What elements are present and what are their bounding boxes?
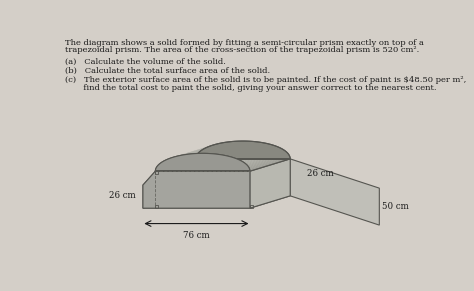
Polygon shape	[209, 141, 251, 154]
Polygon shape	[246, 152, 287, 165]
Text: 50 cm: 50 cm	[383, 202, 409, 211]
Polygon shape	[185, 142, 227, 155]
Polygon shape	[233, 145, 274, 158]
Polygon shape	[143, 196, 290, 208]
Polygon shape	[157, 154, 198, 167]
Polygon shape	[162, 150, 203, 162]
Polygon shape	[168, 146, 210, 159]
Polygon shape	[156, 155, 197, 168]
Polygon shape	[250, 159, 290, 208]
Polygon shape	[155, 159, 290, 171]
Polygon shape	[238, 147, 280, 160]
Text: The diagram shows a solid formed by fitting a semi-circular prism exactly on top: The diagram shows a solid formed by fitt…	[64, 39, 424, 47]
Polygon shape	[236, 146, 277, 159]
Polygon shape	[174, 144, 216, 157]
Polygon shape	[158, 152, 200, 165]
Polygon shape	[200, 141, 242, 153]
Polygon shape	[237, 147, 279, 159]
Text: (a)   Calculate the volume of the solid.: (a) Calculate the volume of the solid.	[64, 58, 226, 66]
Polygon shape	[234, 146, 276, 159]
Polygon shape	[207, 141, 249, 154]
Text: trapezoidal prism. The area of the cross-section of the trapezoidal prism is 520: trapezoidal prism. The area of the cross…	[64, 47, 419, 54]
Polygon shape	[245, 151, 286, 164]
Polygon shape	[178, 143, 220, 156]
Polygon shape	[164, 148, 206, 161]
Polygon shape	[170, 146, 211, 159]
Polygon shape	[177, 143, 219, 156]
Polygon shape	[217, 142, 259, 154]
Polygon shape	[173, 145, 214, 157]
Polygon shape	[231, 145, 273, 157]
Polygon shape	[157, 153, 198, 166]
Polygon shape	[155, 157, 196, 170]
Polygon shape	[187, 142, 229, 154]
Text: (c)   The exterior surface area of the solid is to be painted. If the cost of pa: (c) The exterior surface area of the sol…	[64, 77, 466, 84]
Polygon shape	[250, 157, 290, 170]
Polygon shape	[163, 149, 204, 162]
Polygon shape	[155, 158, 196, 171]
Text: 76 cm: 76 cm	[183, 230, 210, 239]
Polygon shape	[166, 147, 207, 160]
Polygon shape	[182, 143, 224, 155]
Polygon shape	[167, 147, 209, 159]
Polygon shape	[156, 155, 197, 168]
Text: (b)   Calculate the total surface area of the solid.: (b) Calculate the total surface area of …	[64, 67, 270, 75]
Polygon shape	[198, 141, 240, 153]
Polygon shape	[224, 143, 265, 155]
Polygon shape	[175, 144, 217, 157]
Polygon shape	[180, 143, 222, 155]
Polygon shape	[248, 155, 289, 168]
Polygon shape	[250, 157, 290, 171]
Polygon shape	[171, 145, 213, 158]
Polygon shape	[220, 142, 262, 155]
Polygon shape	[196, 141, 238, 154]
Polygon shape	[203, 141, 246, 153]
Polygon shape	[225, 143, 267, 156]
Polygon shape	[196, 141, 290, 159]
Text: 26 cm: 26 cm	[307, 169, 334, 178]
Polygon shape	[239, 148, 281, 161]
Polygon shape	[143, 171, 250, 208]
Polygon shape	[161, 150, 202, 163]
Polygon shape	[143, 159, 196, 208]
Polygon shape	[155, 157, 196, 171]
Polygon shape	[155, 156, 196, 169]
Polygon shape	[160, 151, 201, 164]
Polygon shape	[192, 141, 235, 154]
Polygon shape	[246, 151, 286, 164]
Polygon shape	[194, 141, 237, 154]
Polygon shape	[164, 148, 205, 161]
Polygon shape	[222, 143, 264, 155]
Polygon shape	[191, 141, 233, 154]
Polygon shape	[243, 150, 284, 162]
Polygon shape	[201, 141, 244, 153]
Polygon shape	[230, 144, 272, 157]
Text: 26 cm: 26 cm	[109, 191, 135, 200]
Polygon shape	[249, 155, 290, 168]
Polygon shape	[159, 151, 200, 164]
Polygon shape	[249, 156, 290, 169]
Polygon shape	[244, 150, 285, 163]
Polygon shape	[183, 142, 226, 155]
Polygon shape	[219, 142, 260, 155]
Polygon shape	[211, 141, 253, 154]
Polygon shape	[189, 142, 231, 154]
Polygon shape	[290, 159, 379, 225]
Polygon shape	[250, 158, 290, 171]
Polygon shape	[205, 141, 247, 153]
Polygon shape	[215, 142, 257, 154]
Polygon shape	[227, 143, 269, 156]
Text: 10 cm: 10 cm	[158, 185, 184, 194]
Polygon shape	[213, 141, 255, 154]
Polygon shape	[155, 153, 250, 171]
Polygon shape	[248, 154, 289, 167]
Polygon shape	[247, 153, 288, 166]
Text: find the total cost to paint the solid, giving your answer correct to the neares: find the total cost to paint the solid, …	[64, 84, 436, 92]
Polygon shape	[158, 153, 199, 166]
Polygon shape	[228, 144, 270, 157]
Polygon shape	[247, 153, 288, 166]
Polygon shape	[242, 149, 283, 162]
Polygon shape	[241, 148, 282, 161]
